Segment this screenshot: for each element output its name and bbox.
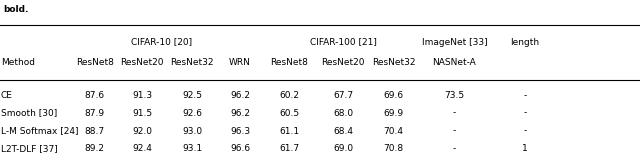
Text: ResNet8: ResNet8 (270, 58, 308, 67)
Text: 67.7: 67.7 (333, 91, 353, 100)
Text: ResNet32: ResNet32 (170, 58, 214, 67)
Text: NASNet-A: NASNet-A (433, 58, 476, 67)
Text: 60.2: 60.2 (279, 91, 300, 100)
Text: ResNet32: ResNet32 (372, 58, 415, 67)
Text: 93.1: 93.1 (182, 144, 202, 154)
Text: -: - (452, 109, 456, 118)
Text: ImageNet [33]: ImageNet [33] (422, 38, 487, 47)
Text: 60.5: 60.5 (279, 109, 300, 118)
Text: 69.9: 69.9 (383, 109, 404, 118)
Text: ResNet20: ResNet20 (120, 58, 164, 67)
Text: 96.6: 96.6 (230, 144, 250, 154)
Text: 73.5: 73.5 (444, 91, 465, 100)
Text: 68.0: 68.0 (333, 109, 353, 118)
Text: 91.3: 91.3 (132, 91, 152, 100)
Text: 68.4: 68.4 (333, 127, 353, 136)
Text: 69.6: 69.6 (383, 91, 404, 100)
Text: 96.2: 96.2 (230, 91, 250, 100)
Text: L2T-DLF [37]: L2T-DLF [37] (1, 144, 58, 154)
Text: 70.4: 70.4 (383, 127, 404, 136)
Text: -: - (523, 109, 527, 118)
Text: 70.8: 70.8 (383, 144, 404, 154)
Text: WRN: WRN (229, 58, 251, 67)
Text: 92.0: 92.0 (132, 127, 152, 136)
Text: 92.5: 92.5 (182, 91, 202, 100)
Text: 88.7: 88.7 (84, 127, 105, 136)
Text: 92.4: 92.4 (132, 144, 152, 154)
Text: 91.5: 91.5 (132, 109, 152, 118)
Text: 1: 1 (522, 144, 527, 154)
Text: 89.2: 89.2 (84, 144, 105, 154)
Text: 61.1: 61.1 (279, 127, 300, 136)
Text: CIFAR-100 [21]: CIFAR-100 [21] (310, 38, 376, 47)
Text: 87.6: 87.6 (84, 91, 105, 100)
Text: 96.3: 96.3 (230, 127, 250, 136)
Text: 92.6: 92.6 (182, 109, 202, 118)
Text: ResNet20: ResNet20 (321, 58, 365, 67)
Text: CIFAR-10 [20]: CIFAR-10 [20] (131, 38, 193, 47)
Text: 61.7: 61.7 (279, 144, 300, 154)
Text: -: - (523, 91, 527, 100)
Text: 87.9: 87.9 (84, 109, 105, 118)
Text: CE: CE (1, 91, 13, 100)
Text: ResNet8: ResNet8 (76, 58, 114, 67)
Text: 96.2: 96.2 (230, 109, 250, 118)
Text: bold.: bold. (3, 5, 29, 14)
Text: -: - (452, 144, 456, 154)
Text: Method: Method (1, 58, 35, 67)
Text: L-M Softmax [24]: L-M Softmax [24] (1, 127, 78, 136)
Text: length: length (510, 38, 540, 47)
Text: 93.0: 93.0 (182, 127, 202, 136)
Text: 69.0: 69.0 (333, 144, 353, 154)
Text: -: - (523, 127, 527, 136)
Text: -: - (452, 127, 456, 136)
Text: Smooth [30]: Smooth [30] (1, 109, 57, 118)
